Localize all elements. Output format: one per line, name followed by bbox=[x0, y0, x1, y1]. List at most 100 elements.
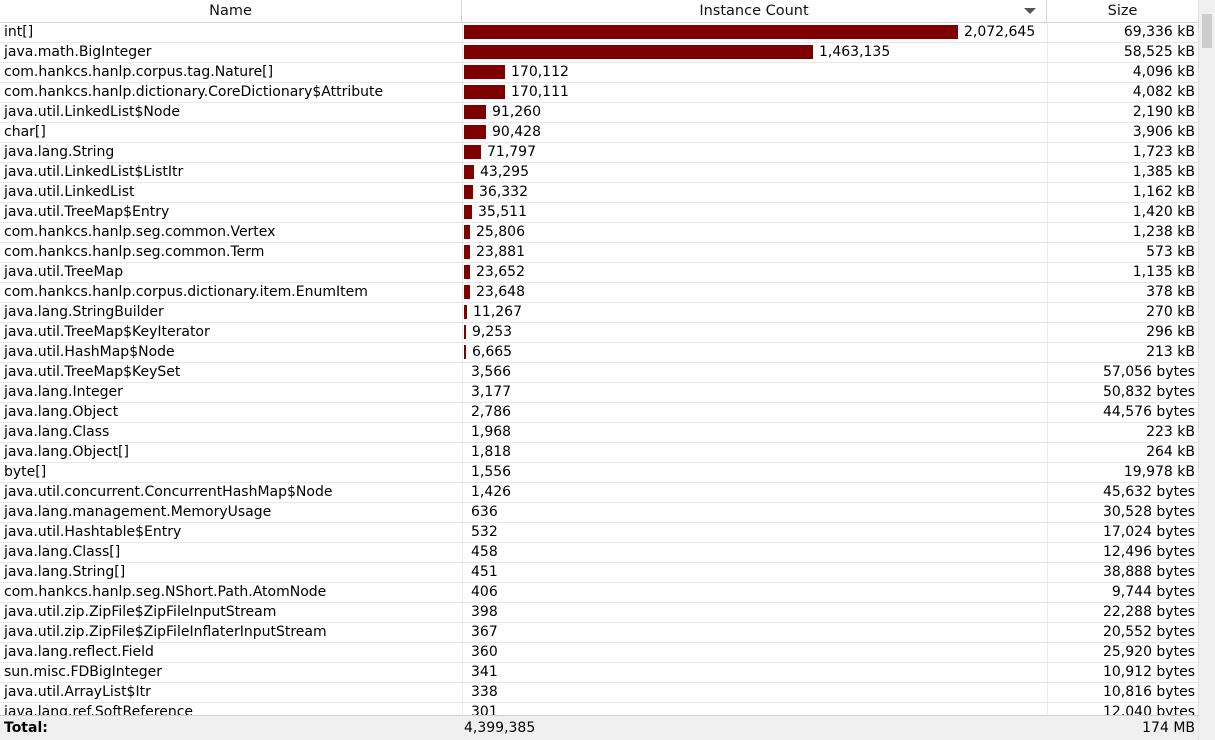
instance-count-cell: 636 bbox=[462, 503, 1047, 522]
table-row[interactable]: com.hankcs.hanlp.corpus.dictionary.item.… bbox=[0, 283, 1198, 303]
instance-count-cell: 2,786 bbox=[462, 403, 1047, 422]
instance-count-cell: 406 bbox=[462, 583, 1047, 602]
size-cell: 30,528 bytes bbox=[1047, 503, 1198, 522]
instance-count-cell: 3,177 bbox=[462, 383, 1047, 402]
table-row[interactable]: java.util.zip.ZipFile$ZipFileInputStream… bbox=[0, 603, 1198, 623]
instance-count-bar bbox=[464, 305, 467, 319]
table-row[interactable]: com.hankcs.hanlp.seg.common.Term 23,881 57… bbox=[0, 243, 1198, 263]
table-row[interactable]: com.hankcs.hanlp.dictionary.CoreDictiona… bbox=[0, 83, 1198, 103]
table-row[interactable]: java.util.TreeMap 23,652 1,135 kB bbox=[0, 263, 1198, 283]
table-body: int[] 2,072,645 69,336 kB java.math.BigInte… bbox=[0, 23, 1198, 715]
instance-count-label: 451 bbox=[471, 564, 498, 580]
table-row[interactable]: char[] 90,428 3,906 kB bbox=[0, 123, 1198, 143]
instance-count-bar bbox=[464, 85, 505, 99]
instance-count-bar bbox=[464, 325, 466, 339]
table-row[interactable]: java.lang.Class[] 458 12,496 bytes bbox=[0, 543, 1198, 563]
size-cell: 1,385 kB bbox=[1047, 163, 1198, 182]
table-row[interactable]: java.lang.reflect.Field 360 25,920 bytes bbox=[0, 643, 1198, 663]
instance-count-cell: 23,648 bbox=[462, 283, 1047, 302]
table-row[interactable]: java.util.TreeMap$KeySet 3,566 57,056 byte… bbox=[0, 363, 1198, 383]
class-name-cell: java.lang.Object[] bbox=[4, 444, 129, 460]
size-cell: 264 kB bbox=[1047, 443, 1198, 462]
column-header-instance-count[interactable]: Instance Count bbox=[462, 0, 1047, 22]
table-row[interactable]: java.lang.ref.SoftReference 301 12,040 byt… bbox=[0, 703, 1198, 715]
instance-count-bar bbox=[464, 185, 473, 199]
table-row[interactable]: com.hankcs.hanlp.corpus.tag.Nature[] 170,… bbox=[0, 63, 1198, 83]
table-row[interactable]: java.util.TreeMap$Entry 35,511 1,420 kB bbox=[0, 203, 1198, 223]
table-row[interactable]: java.util.zip.ZipFile$ZipFileInflaterInp… bbox=[0, 623, 1198, 643]
table-row[interactable]: java.lang.String[] 451 38,888 bytes bbox=[0, 563, 1198, 583]
instance-count-cell: 2,072,645 bbox=[462, 23, 1047, 42]
class-name-cell: int[] bbox=[4, 24, 34, 40]
class-name-cell: java.util.HashMap$Node bbox=[4, 344, 175, 360]
table-row[interactable]: byte[] 1,556 19,978 kB bbox=[0, 463, 1198, 483]
table-row[interactable]: java.util.TreeMap$KeyIterator 9,253 296 kB bbox=[0, 323, 1198, 343]
instance-count-label: 23,881 bbox=[476, 244, 525, 260]
column-header-size[interactable]: Size bbox=[1107, 3, 1138, 19]
size-cell: 3,906 kB bbox=[1047, 123, 1198, 142]
class-name-cell: java.util.zip.ZipFile$ZipFileInputStream bbox=[4, 604, 277, 620]
table-row[interactable]: java.util.LinkedList$Node 91,260 2,190 kB bbox=[0, 103, 1198, 123]
class-name-cell: byte[] bbox=[4, 464, 47, 480]
instance-count-label: 398 bbox=[471, 604, 498, 620]
size-cell: 270 kB bbox=[1047, 303, 1198, 322]
table-row[interactable]: com.hankcs.hanlp.seg.common.Vertex 25,806… bbox=[0, 223, 1198, 243]
table-row[interactable]: java.util.Hashtable$Entry 532 17,024 bytes bbox=[0, 523, 1198, 543]
instance-count-label: 23,652 bbox=[476, 264, 525, 280]
scrollbar-thumb[interactable] bbox=[1202, 14, 1212, 48]
table-row[interactable]: java.util.HashMap$Node 6,665 213 kB bbox=[0, 343, 1198, 363]
class-name-cell: java.math.BigInteger bbox=[4, 44, 152, 60]
size-cell: 378 kB bbox=[1047, 283, 1198, 302]
instance-count-cell: 170,112 bbox=[462, 63, 1047, 82]
instance-count-cell: 1,968 bbox=[462, 423, 1047, 442]
table-row[interactable]: int[] 2,072,645 69,336 kB bbox=[0, 23, 1198, 43]
instance-count-bar bbox=[464, 285, 470, 299]
instance-count-cell: 1,426 bbox=[462, 483, 1047, 502]
sort-descending-icon bbox=[1024, 8, 1036, 14]
table-row[interactable]: sun.misc.FDBigInteger 341 10,912 bytes bbox=[0, 663, 1198, 683]
table-row[interactable]: java.math.BigInteger 1,463,135 58,525 kB bbox=[0, 43, 1198, 63]
instance-count-label: 3,177 bbox=[471, 384, 512, 400]
class-name-cell: java.lang.String bbox=[4, 144, 115, 160]
instance-count-label: 406 bbox=[471, 584, 498, 600]
table-row[interactable]: java.lang.String 71,797 1,723 kB bbox=[0, 143, 1198, 163]
column-header-name[interactable]: Name bbox=[0, 0, 462, 22]
instance-count-cell: 23,652 bbox=[462, 263, 1047, 282]
instance-count-bar bbox=[464, 65, 505, 79]
table-row[interactable]: java.lang.Class 1,968 223 kB bbox=[0, 423, 1198, 443]
table-row[interactable]: java.util.LinkedList 36,332 1,162 kB bbox=[0, 183, 1198, 203]
table-row[interactable]: java.lang.Integer 3,177 50,832 bytes bbox=[0, 383, 1198, 403]
instance-count-cell: 341 bbox=[462, 663, 1047, 682]
instance-count-bar bbox=[464, 125, 486, 139]
instance-count-label: 25,806 bbox=[476, 224, 525, 240]
instance-count-bar bbox=[464, 105, 486, 119]
table-row[interactable]: java.lang.Object 2,786 44,576 bytes bbox=[0, 403, 1198, 423]
size-cell: 69,336 kB bbox=[1047, 23, 1198, 42]
class-name-cell: com.hankcs.hanlp.corpus.tag.Nature[] bbox=[4, 64, 274, 80]
table-row[interactable]: java.util.concurrent.ConcurrentHashMap$N… bbox=[0, 483, 1198, 503]
table-row[interactable]: java.lang.Object[] 1,818 264 kB bbox=[0, 443, 1198, 463]
class-name-cell: java.lang.Class[] bbox=[4, 544, 121, 560]
instance-count-cell: 360 bbox=[462, 643, 1047, 662]
instance-count-cell: 43,295 bbox=[462, 163, 1047, 182]
instance-count-label: 1,463,135 bbox=[819, 44, 891, 60]
table-row[interactable]: java.util.ArrayList$Itr 338 10,816 bytes bbox=[0, 683, 1198, 703]
instance-count-cell: 1,463,135 bbox=[462, 43, 1047, 62]
table-row[interactable]: java.lang.management.MemoryUsage 636 30,52… bbox=[0, 503, 1198, 523]
class-name-cell: java.util.concurrent.ConcurrentHashMap$N… bbox=[4, 484, 333, 500]
size-cell: 22,288 bytes bbox=[1047, 603, 1198, 622]
vertical-scrollbar[interactable] bbox=[1198, 0, 1215, 740]
table-row[interactable]: java.lang.StringBuilder 11,267 270 kB bbox=[0, 303, 1198, 323]
size-cell: 1,238 kB bbox=[1047, 223, 1198, 242]
instance-count-cell: 170,111 bbox=[462, 83, 1047, 102]
size-cell: 9,744 bytes bbox=[1047, 583, 1198, 602]
class-name-cell: java.util.TreeMap$KeyIterator bbox=[4, 324, 210, 340]
table-row[interactable]: com.hankcs.hanlp.seg.NShort.Path.AtomNod… bbox=[0, 583, 1198, 603]
class-name-cell: com.hankcs.hanlp.seg.common.Term bbox=[4, 244, 265, 260]
instance-count-label: 2,786 bbox=[471, 404, 512, 420]
instance-count-label: 170,112 bbox=[511, 64, 569, 80]
table-row[interactable]: java.util.LinkedList$ListItr 43,295 1,385 … bbox=[0, 163, 1198, 183]
size-cell: 17,024 bytes bbox=[1047, 523, 1198, 542]
size-cell: 45,632 bytes bbox=[1047, 483, 1198, 502]
